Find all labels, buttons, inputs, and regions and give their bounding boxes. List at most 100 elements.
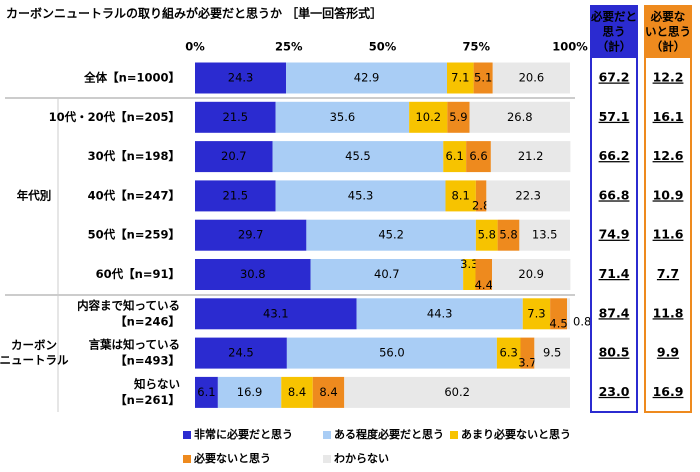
value-label: 9.5: [543, 346, 561, 360]
value-label: 24.3: [228, 71, 254, 85]
summary-header: [591, 6, 637, 58]
summary-value: 7.7: [657, 266, 679, 281]
bar-segment: [469, 101, 570, 133]
value-label: 5.8: [499, 228, 517, 242]
bar-segment: [519, 219, 570, 251]
bar-segment: [445, 180, 476, 212]
bar-segment: [195, 259, 311, 290]
legend-label: ある程度必要だと思う: [334, 427, 444, 441]
value-label: 43.1: [263, 306, 289, 320]
value-label: 5.8: [478, 228, 496, 242]
value-label: 6.3: [500, 346, 518, 360]
bar-segment: [312, 376, 345, 408]
value-label: 7.1: [451, 71, 469, 85]
bar-segment: [275, 180, 446, 212]
x-tick-label: 100%: [552, 40, 588, 54]
bar-segment: [286, 337, 497, 369]
bar-segment: [195, 141, 273, 173]
summary-header-text: 必要だと: [590, 10, 637, 24]
category-label: 全体【n=1000】: [83, 71, 180, 85]
bar-segment: [356, 298, 523, 330]
bar-segment: [475, 180, 487, 212]
legend-label: 非常に必要だと思う: [194, 427, 293, 441]
category-label: 【n=493】: [115, 354, 180, 368]
bar-segment: [486, 180, 570, 212]
value-label: 42.9: [354, 71, 380, 85]
value-label: 5.1: [474, 71, 492, 85]
bar-segment: [409, 101, 448, 133]
value-label: 8.4: [288, 385, 306, 399]
summary-value: 11.6: [653, 227, 684, 242]
summary-value: 12.2: [653, 70, 684, 85]
summary-value: 16.1: [653, 109, 684, 124]
bar-segment: [443, 141, 467, 173]
value-label: 3.7: [518, 356, 536, 370]
category-label: 【n=246】: [115, 314, 180, 328]
bar-segment: [306, 219, 476, 251]
bar-segment: [217, 376, 282, 408]
category-label: 知らない: [133, 377, 180, 391]
summary-header-text: 思う: [603, 25, 626, 39]
bar-segment: [522, 298, 551, 330]
value-label: 45.2: [378, 228, 404, 242]
category-label: 30代【n=198】: [88, 149, 180, 163]
value-label: 4.5: [549, 316, 567, 330]
value-label: 24.5: [228, 346, 254, 360]
legend-swatch: [183, 455, 191, 463]
x-tick-label: 75%: [462, 40, 490, 54]
bar-segment: [195, 298, 357, 330]
x-tick-label: 25%: [275, 40, 303, 54]
category-label: 10代・20代【n=205】: [49, 110, 180, 124]
value-label: 35.6: [330, 110, 356, 124]
category-label: 40代【n=247】: [88, 188, 180, 202]
value-label: 6.6: [469, 149, 487, 163]
category-label: 内容まで知っている: [77, 298, 180, 312]
category-label: 60代【n=91】: [96, 267, 180, 281]
category-label: 50代【n=259】: [88, 228, 180, 242]
bar-segment: [195, 180, 276, 212]
legend-label: わからない: [334, 452, 389, 465]
value-label: 20.9: [518, 267, 544, 281]
bar-segment: [195, 219, 307, 251]
group-label: カーボン: [11, 338, 57, 352]
bar-segment: [496, 337, 521, 369]
summary-value: 10.9: [653, 187, 684, 202]
legend-swatch: [323, 431, 331, 439]
value-label: 20.6: [519, 71, 545, 85]
bar-segment: [272, 141, 444, 173]
legend-swatch: [323, 455, 331, 463]
summary-value: 23.0: [599, 384, 630, 399]
bar-segment: [466, 141, 491, 173]
value-label: 60.2: [444, 385, 470, 399]
bar-segment: [195, 337, 287, 369]
summary-value: 16.9: [653, 384, 684, 399]
value-label: 8.4: [319, 385, 337, 399]
group-label: ニュートラル: [0, 353, 69, 367]
bar-segment: [195, 101, 276, 133]
value-label: 6.1: [446, 149, 464, 163]
value-label: 0.8: [573, 314, 591, 328]
x-tick-label: 50%: [369, 40, 397, 54]
legend-label: 必要ないと思う: [193, 451, 271, 465]
category-label: 言葉は知っている: [89, 338, 180, 352]
value-label: 20.7: [221, 149, 247, 163]
bar-segment: [492, 62, 570, 94]
chart-title: カーボンニュートラルの取り組みが必要だと思うか ［単一回答形式］: [6, 6, 382, 21]
bar-segment: [286, 62, 447, 94]
group-label: 年代別: [17, 188, 52, 202]
value-label: 6.1: [197, 385, 215, 399]
bar-segment: [475, 219, 498, 251]
value-label: 3.3: [460, 257, 478, 271]
bar-segment: [534, 337, 570, 369]
bar-segment: [475, 259, 492, 290]
value-label: 21.5: [223, 188, 249, 202]
summary-value: 74.9: [599, 227, 630, 242]
legend-swatch: [450, 431, 458, 439]
summary-value: 87.4: [599, 305, 630, 320]
value-label: 16.9: [237, 385, 263, 399]
value-label: 13.5: [532, 228, 558, 242]
summary-header-text: 必要な: [650, 10, 686, 24]
value-label: 22.3: [515, 188, 541, 202]
summary-value: 9.9: [657, 345, 679, 360]
